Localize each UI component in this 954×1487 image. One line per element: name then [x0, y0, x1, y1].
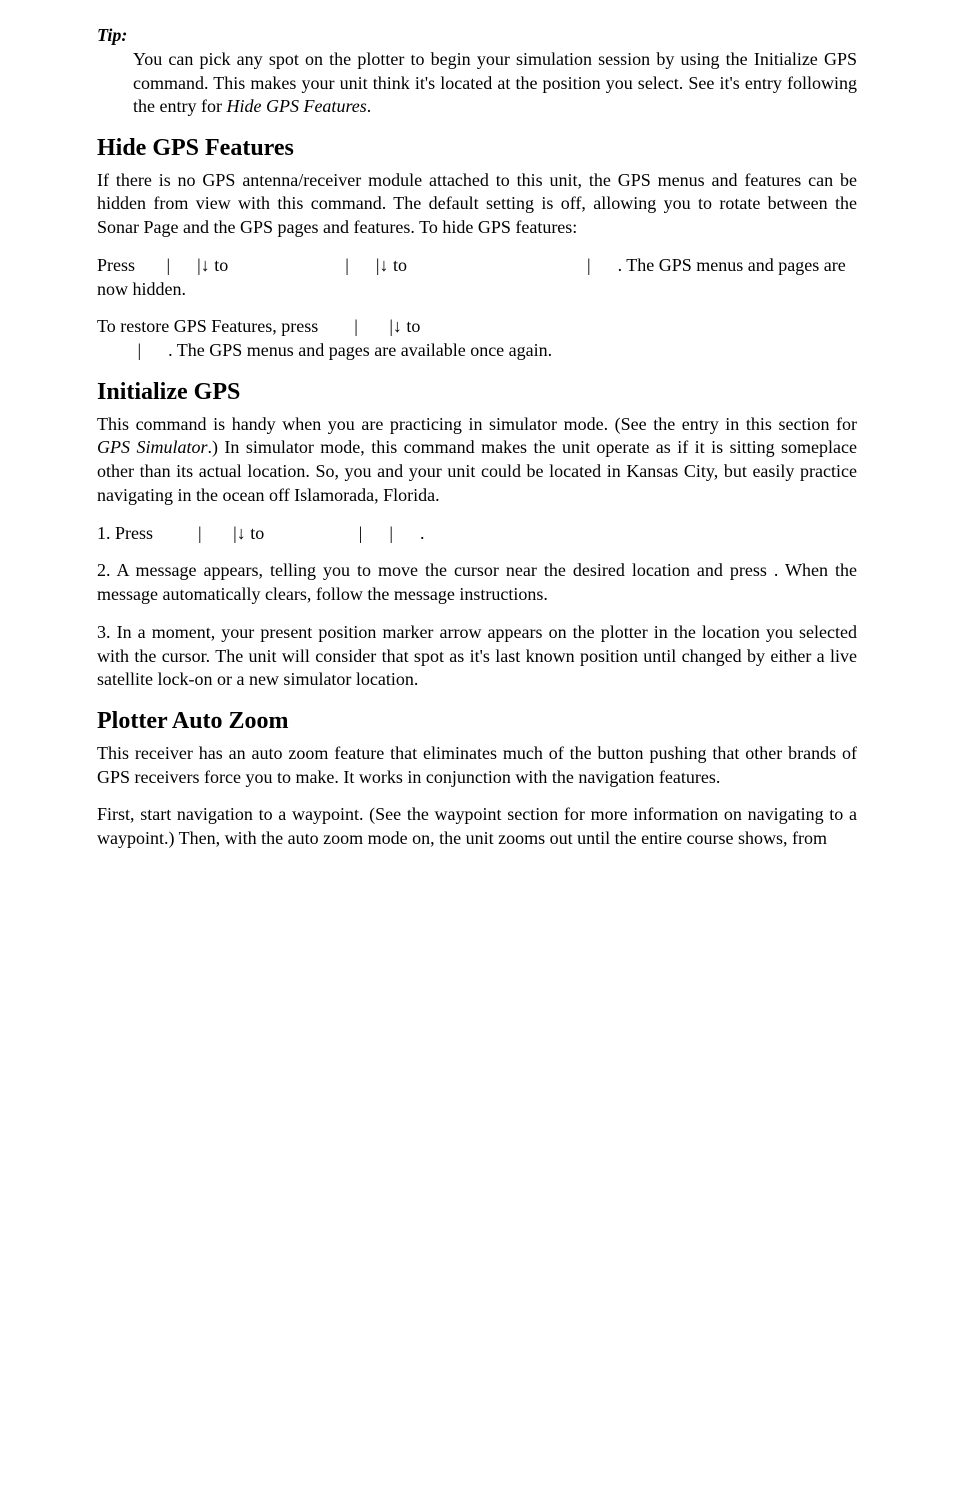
- arrow-down-icon: ↓: [237, 523, 246, 543]
- hide-gps-press: Press | |↓ to | |↓ to | . The GPS menus …: [97, 254, 857, 302]
- restore-d: to: [402, 316, 421, 336]
- step1-e: |: [359, 523, 363, 543]
- init-gps-heading: Initialize GPS: [97, 377, 857, 409]
- init-step1: 1. Press | |↓ to | | .: [97, 522, 857, 546]
- arrow-down-icon: ↓: [393, 316, 402, 336]
- step1-a: 1. Press: [97, 523, 158, 543]
- step1-b: |: [198, 523, 202, 543]
- init-gps-para1: This command is handy when you are pract…: [97, 413, 857, 508]
- arrow-down-icon: ↓: [201, 255, 210, 275]
- plotter-heading: Plotter Auto Zoom: [97, 706, 857, 738]
- hide-gps-restore: To restore GPS Features, press | |↓ to |…: [97, 315, 857, 363]
- step1-f: |: [389, 523, 393, 543]
- tip-body: You can pick any spot on the plotter to …: [133, 48, 857, 119]
- restore-b: |: [354, 316, 358, 336]
- plotter-para2: First, start navigation to a waypoint. (…: [97, 803, 857, 851]
- restore-a: To restore GPS Features, press: [97, 316, 323, 336]
- tip-body-suffix: .: [367, 96, 372, 116]
- press-a: Press: [97, 255, 140, 275]
- press-h: |: [587, 255, 591, 275]
- init-step3: 3. In a moment, your present position ma…: [97, 621, 857, 692]
- plotter-para1: This receiver has an auto zoom feature t…: [97, 742, 857, 790]
- press-d: to: [210, 255, 233, 275]
- init-para1-b: .) In simulator mode, this command makes…: [97, 437, 857, 505]
- press-g: to: [388, 255, 411, 275]
- tip-label: Tip:: [97, 24, 857, 48]
- init-para1-italic: GPS Simulator: [97, 437, 207, 457]
- press-b: |: [167, 255, 171, 275]
- hide-gps-para1: If there is no GPS antenna/receiver modu…: [97, 169, 857, 240]
- restore-tail: |: [138, 340, 142, 360]
- step1-g: .: [420, 523, 425, 543]
- init-step2: 2. A message appears, telling you to mov…: [97, 559, 857, 607]
- restore-tail2: . The GPS menus and pages are available …: [168, 340, 552, 360]
- hide-gps-heading: Hide GPS Features: [97, 133, 857, 165]
- tip-body-italic: Hide GPS Features: [226, 96, 366, 116]
- step1-d: to: [246, 523, 269, 543]
- press-e: |: [345, 255, 349, 275]
- init-para1-a: This command is handy when you are pract…: [97, 414, 857, 434]
